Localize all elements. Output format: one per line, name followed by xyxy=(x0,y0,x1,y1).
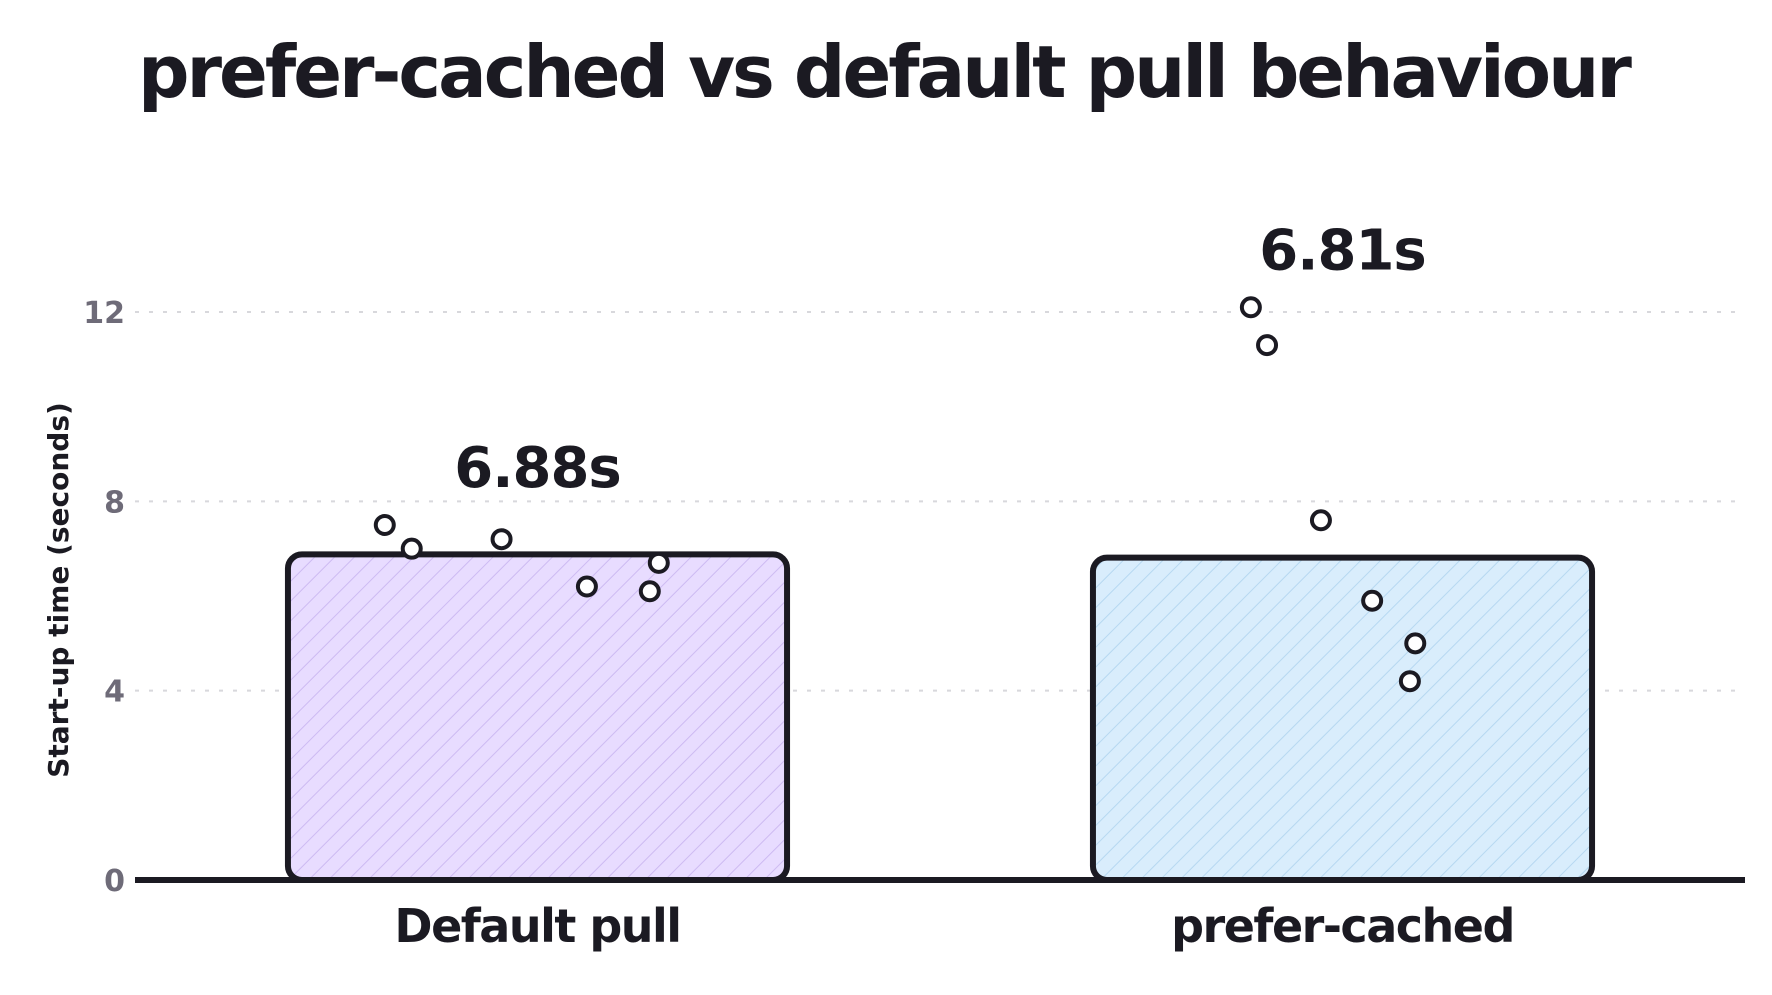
labels: 0 4 8 12 Start-up time (seconds) Default pull… xyxy=(42,218,1515,953)
data-point-1-1 xyxy=(1256,334,1279,357)
bar-1 xyxy=(1089,554,1596,883)
value-label-1: 6.81s xyxy=(1259,218,1426,283)
data-point-1-2 xyxy=(1309,509,1332,532)
data-point-1-3 xyxy=(1361,589,1384,612)
x-tick-label-1: prefer-cached xyxy=(1171,899,1514,953)
bars xyxy=(284,551,1596,883)
data-point-1-0 xyxy=(1239,296,1262,319)
data-point-0-3 xyxy=(575,575,598,598)
value-label-0: 6.88s xyxy=(454,436,621,501)
x-tick-label-0: Default pull xyxy=(394,899,680,953)
bar-0 xyxy=(284,551,791,883)
y-tick-label-8: 8 xyxy=(104,485,125,520)
data-point-1-5 xyxy=(1398,670,1421,693)
y-tick-label-0: 0 xyxy=(104,864,125,899)
data-points xyxy=(373,296,1427,693)
y-tick-label-4: 4 xyxy=(104,675,125,710)
data-point-0-0 xyxy=(373,514,396,536)
data-point-0-4 xyxy=(647,551,670,574)
chart-title: prefer-cached vs default pull behaviour xyxy=(138,30,1632,114)
data-point-0-2 xyxy=(490,528,513,551)
data-point-0-5 xyxy=(638,580,661,603)
y-axis-label: Start-up time (seconds) xyxy=(42,402,75,778)
data-point-1-4 xyxy=(1404,632,1427,655)
data-point-0-1 xyxy=(400,537,423,560)
y-tick-label-12: 12 xyxy=(83,296,125,331)
